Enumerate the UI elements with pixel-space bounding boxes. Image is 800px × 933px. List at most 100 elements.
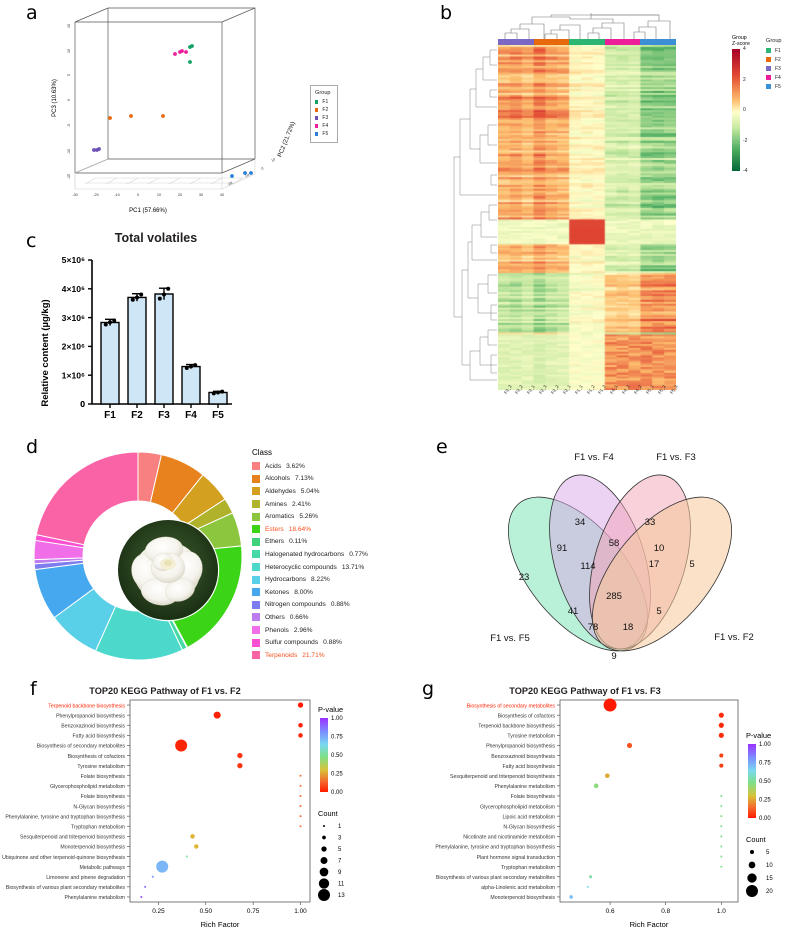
bar-datapoint xyxy=(189,364,193,369)
class-legend-item-phenols[interactable]: Phenols 2.96% xyxy=(252,624,368,637)
svg-text:40: 40 xyxy=(220,193,224,197)
kegg-f2-dotplot: Terpenoid backbone biosynthesis Phenylpro… xyxy=(2,699,345,929)
class-legend-item-acids[interactable]: Acids 3.62% xyxy=(252,460,368,473)
svg-text:-30: -30 xyxy=(72,193,78,197)
bar-ytick-label: 5×10⁶ xyxy=(62,255,85,265)
class-legend-item-ethers[interactable]: Ethers 0.11% xyxy=(252,536,368,549)
panel-a-pca-3d: a 15 xyxy=(0,0,440,228)
heatmap-legend-item-f5[interactable]: F5 xyxy=(766,82,782,91)
kegg-datapoint xyxy=(194,844,199,849)
kegg-count-legend-dot xyxy=(748,861,756,869)
svg-text:10: 10 xyxy=(67,49,71,53)
class-legend-item-others[interactable]: Others 0.66% xyxy=(252,611,368,624)
class-legend-percent: 2.41% xyxy=(292,500,311,508)
class-legend-item-halogenated-hydrocarbons[interactable]: Halogenated hydrocarbons 0.77% xyxy=(252,548,368,561)
bar-datapoint xyxy=(193,363,198,368)
class-legend-item-terpenoids[interactable]: Terpenoids 21.71% xyxy=(252,649,368,662)
heatmap-group-band-f1 xyxy=(569,39,605,45)
heatmap-legend-item-f2[interactable]: F2 xyxy=(766,55,782,64)
kegg-pvalue-tick-label: 1.00 xyxy=(759,742,771,748)
venn-count-13: 9 xyxy=(611,651,616,662)
svg-text:-5: -5 xyxy=(67,124,71,127)
pca-xaxis-label: PC1 (57.66%) xyxy=(129,208,167,214)
kegg-count-legend-label: 20 xyxy=(766,889,773,895)
bar-yaxis-label: Relative content (µg/kg) xyxy=(40,299,51,406)
pca-zaxis-label: PC2 (21.72%) xyxy=(277,121,297,158)
pca-point-f5 xyxy=(243,171,247,175)
class-legend-label: Others xyxy=(265,613,285,621)
pca-point-f3 xyxy=(97,147,101,151)
class-legend-swatch xyxy=(252,462,260,471)
svg-text:0: 0 xyxy=(137,193,139,197)
kegg-datapoint xyxy=(190,834,195,839)
class-legend-item-esters[interactable]: Esters 18.64% xyxy=(252,523,368,536)
class-legend-label: Phenols xyxy=(265,626,289,634)
class-legend-label: Aromatics xyxy=(265,513,295,521)
heatmap-legend-label: F2 xyxy=(775,56,781,63)
bar-f4 xyxy=(181,365,201,405)
kegg-pathway-label: Phenylalanine metabolism xyxy=(64,895,125,901)
class-legend-item-ketones[interactable]: Ketones 8.00% xyxy=(252,586,368,599)
class-legend-item-nitrogen-compounds[interactable]: Nitrogen compounds 0.88% xyxy=(252,599,368,612)
kegg-datapoint xyxy=(719,763,724,768)
bar-datapoint xyxy=(103,322,108,327)
pca-legend-item-f3[interactable]: F3 xyxy=(315,114,331,122)
heatmap-legend-swatch xyxy=(766,48,771,53)
class-legend-item-hydrocarbons[interactable]: Hydrocarbons 8.22% xyxy=(252,573,368,586)
heatmap-legend-swatch xyxy=(766,66,771,71)
class-legend-percent: 21.71% xyxy=(302,651,325,659)
row-dendrogram xyxy=(453,49,497,381)
venn-diagram: 34 33 91 58 10 114 5 285 17 41 5 78 18 9 23 F1 vs. F4 F… xyxy=(490,452,754,662)
kegg-xtick-label: 0.50 xyxy=(200,908,213,915)
class-legend-label: Sulfur compounds xyxy=(265,639,319,647)
class-legend-label: Ketones xyxy=(265,588,290,596)
pca-legend-item-f4[interactable]: F4 xyxy=(315,122,331,130)
class-legend-item-aromatics[interactable]: Aromatics 5.26% xyxy=(252,510,368,523)
bar-datapoint xyxy=(112,318,117,323)
kegg-datapoint xyxy=(586,885,589,888)
venn-count-6: 5 xyxy=(689,559,694,570)
class-legend-item-aldehydes[interactable]: Aldehydes 5.04% xyxy=(252,485,368,498)
donut-slice-terpenoids[interactable] xyxy=(35,451,139,546)
kegg-datapoint xyxy=(298,733,303,738)
class-legend-item-alcohols[interactable]: Alcohols 7.13% xyxy=(252,473,368,486)
kegg-pathway-label: Phenylalanine, tyrosine and tryptophan b… xyxy=(435,845,555,851)
bar-datapoint xyxy=(166,286,171,291)
colorbar-tick: 4 xyxy=(743,46,746,52)
kegg-count-legend-dot xyxy=(319,867,329,877)
svg-text:5: 5 xyxy=(67,74,71,76)
heatmap-legend-item-f4[interactable]: F4 xyxy=(766,73,782,82)
pca-legend-item-f1[interactable]: F1 xyxy=(315,98,331,106)
colorbar-tick: 0 xyxy=(743,107,746,113)
panel-label-g: g xyxy=(422,678,435,700)
class-legend-percent: 7.13% xyxy=(294,475,314,483)
venn-count-1: 33 xyxy=(645,517,656,528)
venn-set-label-0: F1 vs. F4 xyxy=(574,452,614,463)
class-legend-item-amines[interactable]: Amines 2.41% xyxy=(252,498,368,511)
svg-text:-10: -10 xyxy=(67,149,71,154)
kegg-datapoint xyxy=(720,794,723,797)
heatmap-legend-item-f3[interactable]: F3 xyxy=(766,64,782,73)
kegg-f3-plot-frame xyxy=(559,699,739,903)
kegg-xtick-label: 1.00 xyxy=(294,908,307,915)
kegg-pathway-label: Benzoxazinoid biosynthesis xyxy=(491,754,555,760)
kegg-datapoint xyxy=(185,855,188,858)
class-legend-swatch xyxy=(252,500,260,509)
pca-legend-item-f2[interactable]: F2 xyxy=(315,106,331,114)
kegg-pathway-label: Phenylalanine, tyrosine and tryptophan b… xyxy=(5,814,125,820)
pca-z-ticks: -20 -10 0 10 xyxy=(227,157,276,186)
class-legend-percent: 8.22% xyxy=(311,576,330,584)
kegg-pathway-label: Glycerophospholipid metabolism xyxy=(480,804,555,810)
class-legend-item-sulfur-compounds[interactable]: Sulfur compounds 0.88% xyxy=(252,636,368,649)
kegg-datapoint xyxy=(151,875,154,878)
kegg-pathway-label: Phenylpropanoid biosynthesis xyxy=(486,744,555,750)
class-legend-item-heterocyclic-compounds[interactable]: Heterocyclic compounds 13.71% xyxy=(252,561,368,574)
heatmap-legend-label: F4 xyxy=(775,74,781,81)
pca-legend-item-f5[interactable]: F5 xyxy=(315,130,331,138)
kegg-datapoint xyxy=(175,739,188,752)
svg-text:-10: -10 xyxy=(244,173,250,179)
bar-xtick-label-f4: F4 xyxy=(185,410,197,421)
kegg-datapoint xyxy=(140,895,143,898)
heatmap-legend-item-f1[interactable]: F1 xyxy=(766,46,782,55)
kegg-pvalue-tick-label: 1.00 xyxy=(331,716,343,722)
